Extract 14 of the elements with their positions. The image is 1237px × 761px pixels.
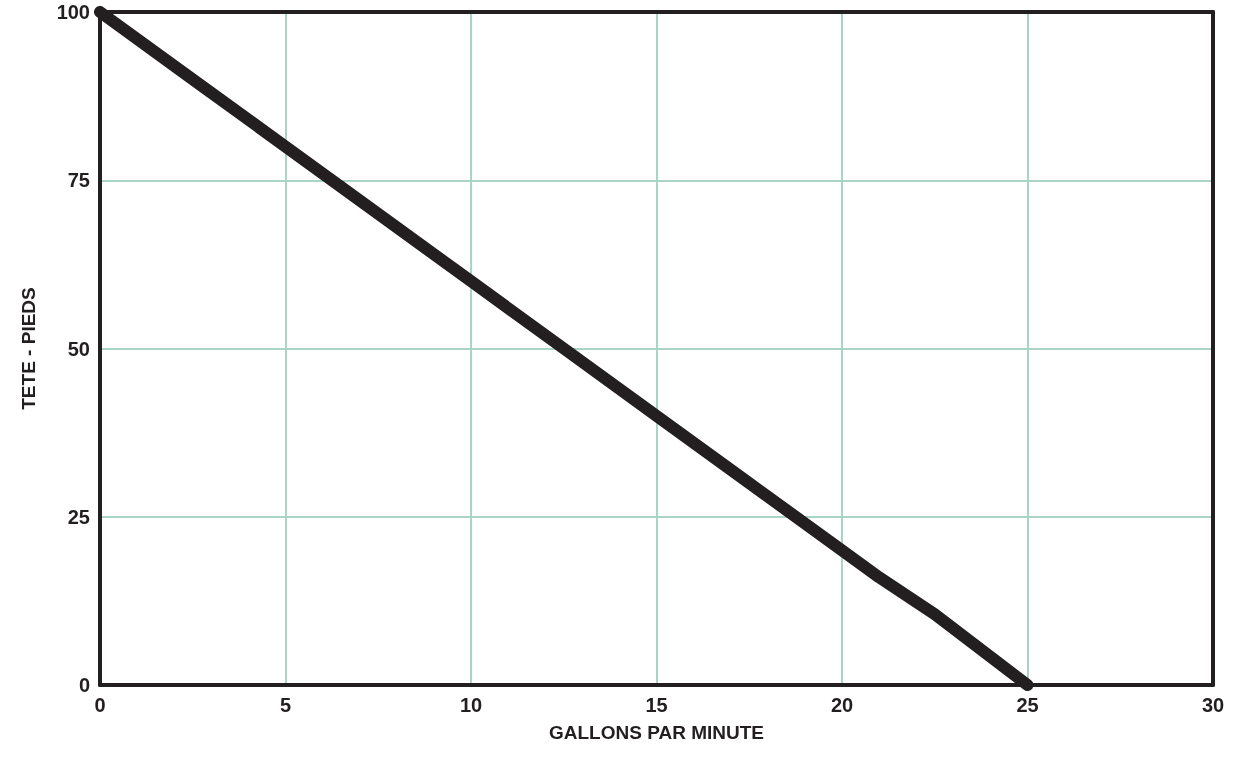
x-tick-label: 0 (94, 694, 106, 716)
x-tick-label: 10 (459, 694, 483, 716)
x-tick-label: 20 (830, 694, 854, 716)
y-axis-title: TETE - PIEDS (18, 287, 39, 410)
y-tick-label: 0 (78, 674, 90, 696)
x-axis-title: GALLONS PAR MINUTE (549, 722, 764, 743)
x-tick-label: 5 (279, 694, 292, 716)
x-tick-label: 25 (1016, 694, 1039, 716)
y-tick-label: 100 (56, 1, 90, 23)
y-tick-label: 25 (67, 505, 90, 528)
x-tick-label: 30 (1201, 694, 1225, 716)
y-tick-label: 75 (67, 169, 90, 192)
y-tick-label: 50 (67, 337, 90, 360)
x-tick-label: 15 (645, 694, 668, 716)
